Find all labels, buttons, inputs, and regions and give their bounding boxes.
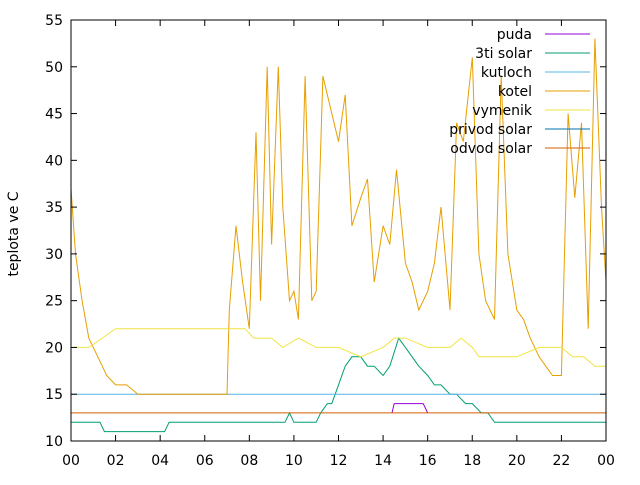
x-tick-label: 12 (330, 453, 348, 469)
series-line-puda (391, 403, 429, 414)
x-tick-label: 18 (463, 453, 481, 469)
y-tick-label: 15 (45, 387, 63, 403)
x-tick-label: 08 (240, 453, 258, 469)
y-tick-label: 45 (45, 107, 63, 123)
series-line-vymenik (71, 328, 606, 367)
y-tick-label: 55 (45, 13, 63, 29)
x-tick-label: 22 (553, 453, 571, 469)
x-tick-label: 16 (419, 453, 437, 469)
legend-label: kutloch (481, 65, 532, 81)
y-tick-label: 20 (45, 340, 63, 356)
legend-label: vymenik (472, 103, 533, 119)
series-line-3ti-solar (71, 337, 606, 433)
legend-label: puda (497, 27, 532, 43)
y-tick-label: 40 (45, 153, 63, 169)
series-layer (70, 38, 607, 433)
y-axis-label: teplota ve C (6, 191, 22, 276)
y-tick-label: 35 (45, 200, 63, 216)
y-tick-label: 30 (45, 247, 63, 263)
legend-label: 3ti solar (475, 46, 532, 62)
x-tick-label: 00 (597, 453, 615, 469)
legend-label: kotel (498, 84, 532, 100)
x-tick-label: 06 (196, 453, 214, 469)
x-tick-label: 10 (285, 453, 303, 469)
y-tick-label: 25 (45, 294, 63, 310)
y-tick-label: 10 (45, 434, 63, 450)
y-tick-label: 50 (45, 60, 63, 76)
x-tick-label: 14 (374, 453, 392, 469)
legend-label: odvod solar (450, 141, 532, 157)
legend-label: privod solar (449, 122, 532, 138)
x-tick-label: 20 (508, 453, 526, 469)
x-tick-label: 02 (107, 453, 125, 469)
x-tick-label: 00 (62, 453, 80, 469)
series-line-kotel (70, 38, 607, 395)
ticks-layer: 00 02 04 06 08 10 12 14 16 18 20 22 00 10 15 20 25 30 35 40… (45, 13, 615, 469)
legend: puda 3ti solar kutloch kotel vymenik privod s… (449, 27, 590, 157)
x-tick-label: 04 (151, 453, 169, 469)
